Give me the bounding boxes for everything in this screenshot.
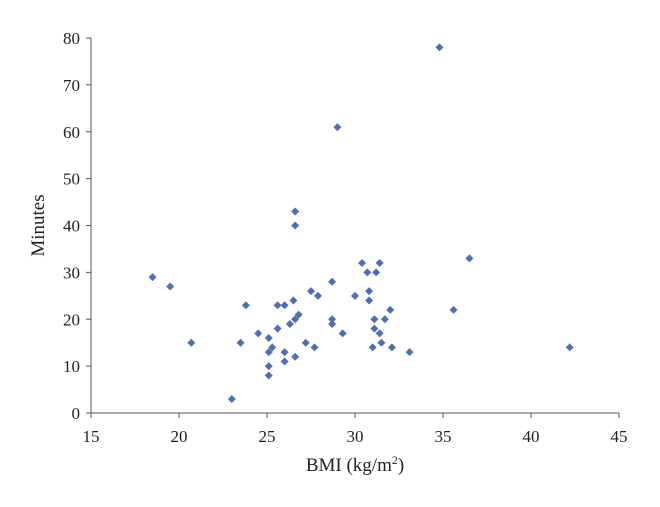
y-tick-label: 20	[63, 310, 80, 329]
data-point	[166, 282, 175, 291]
data-point	[264, 334, 273, 342]
data-point	[264, 348, 273, 357]
data-point	[264, 371, 273, 380]
data-point	[241, 301, 250, 310]
data-point	[291, 315, 300, 324]
data-point	[377, 338, 386, 347]
data-point	[273, 301, 282, 310]
x-tick-label: 40	[523, 427, 540, 446]
x-tick-label: 45	[611, 427, 628, 446]
data-point	[301, 338, 310, 347]
data-point	[375, 259, 384, 267]
y-tick-label: 10	[63, 357, 80, 376]
data-point	[465, 254, 474, 263]
axes	[90, 38, 619, 414]
data-point	[280, 357, 289, 366]
data-point	[435, 43, 444, 52]
x-axis-title-superscript: 2	[392, 453, 398, 467]
data-point	[294, 310, 303, 319]
data-point	[254, 329, 263, 338]
data-point	[187, 338, 196, 347]
data-point	[268, 343, 277, 352]
data-point	[328, 315, 337, 324]
data-point	[449, 305, 458, 314]
y-tick-label: 40	[63, 217, 80, 236]
data-point	[280, 348, 289, 357]
data-point	[338, 329, 347, 338]
y-axis-title: Minutes	[28, 194, 49, 256]
data-point	[227, 394, 236, 403]
data-point	[372, 268, 381, 277]
data-point	[405, 348, 414, 357]
data-point	[280, 301, 289, 310]
data-point	[365, 287, 374, 296]
data-point	[314, 291, 323, 300]
data-point	[328, 319, 337, 328]
data-point	[148, 273, 157, 282]
y-tick-label: 0	[72, 404, 81, 423]
x-tick-label: 20	[171, 427, 188, 446]
data-point	[273, 324, 282, 333]
data-point	[264, 362, 273, 371]
data-point	[307, 287, 315, 296]
data-point	[328, 277, 337, 286]
data-point	[351, 291, 359, 300]
data-point	[291, 221, 300, 230]
data-point	[387, 343, 396, 352]
x-tick-label: 30	[347, 427, 364, 446]
x-axis-ticks: 15 20 25 30 35 40 45	[83, 413, 628, 446]
y-tick-label: 70	[63, 76, 80, 95]
data-point	[363, 268, 372, 277]
y-tick-label: 80	[63, 29, 80, 48]
data-point	[386, 305, 395, 314]
data-point	[285, 319, 294, 328]
y-tick-label: 30	[63, 263, 80, 282]
data-point	[310, 343, 319, 352]
y-tick-label: 50	[63, 170, 80, 189]
data-point	[291, 352, 300, 361]
data-point	[380, 315, 389, 324]
x-axis-title-close: )	[398, 455, 404, 476]
x-axis-title: BMI (kg/m2)	[306, 453, 404, 476]
data-point	[236, 338, 245, 347]
data-point	[333, 123, 342, 132]
data-point	[375, 329, 384, 338]
x-tick-label: 35	[435, 427, 452, 446]
y-axis-ticks: 0 10 20 30 40 50 60 70 80	[63, 29, 91, 423]
y-tick-label: 60	[63, 123, 80, 142]
data-point	[565, 343, 574, 352]
data-point	[368, 343, 377, 352]
data-point	[370, 315, 379, 324]
data-points	[148, 43, 574, 403]
data-point	[365, 296, 374, 305]
x-tick-label: 25	[259, 427, 276, 446]
x-axis-title-text: BMI (kg/m	[306, 455, 392, 476]
data-point	[358, 259, 367, 267]
x-tick-label: 15	[83, 427, 100, 446]
data-point	[291, 207, 300, 216]
data-point	[370, 324, 379, 333]
data-point	[289, 296, 298, 305]
